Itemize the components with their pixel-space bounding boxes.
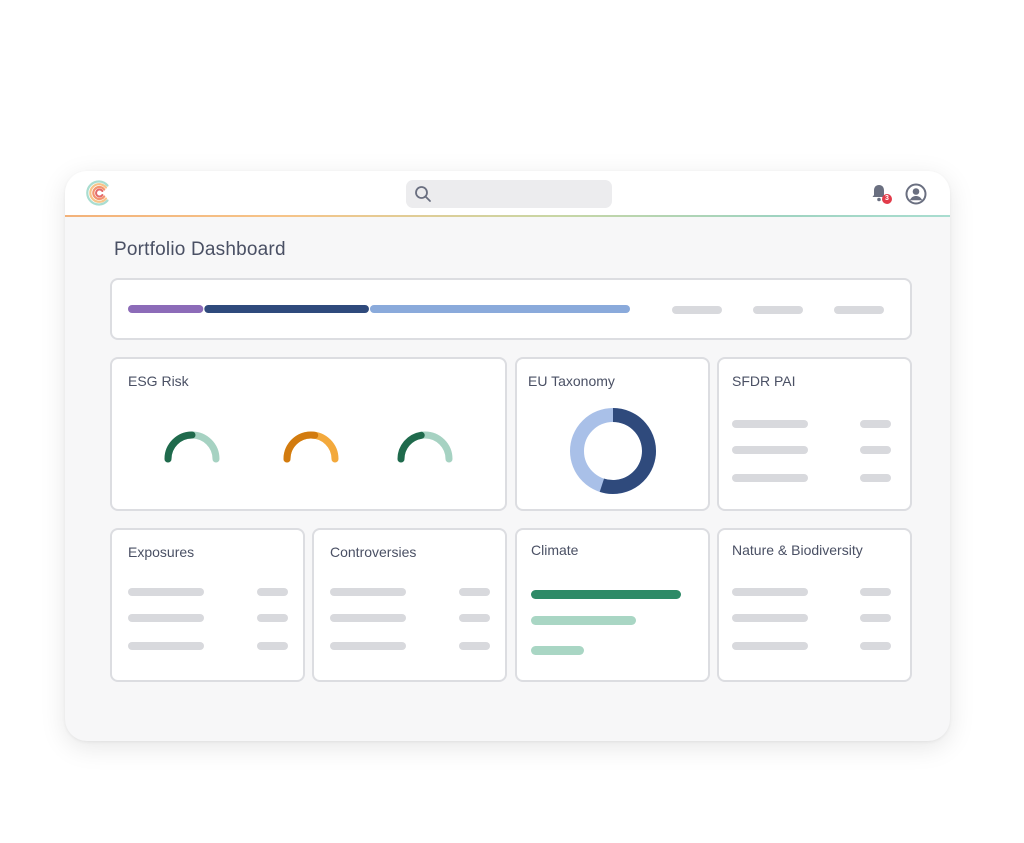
placeholder-value xyxy=(459,588,490,596)
allocation-segment xyxy=(204,305,369,313)
allocation-segment xyxy=(369,305,630,313)
climate-card[interactable]: Climate xyxy=(515,528,710,682)
sfdr-pai-card[interactable]: SFDR PAI xyxy=(717,357,912,511)
search-input[interactable] xyxy=(406,180,612,208)
placeholder-line xyxy=(128,588,204,596)
placeholder-value xyxy=(860,474,891,482)
placeholder-value xyxy=(860,588,891,596)
placeholder-value xyxy=(860,420,891,428)
allocation-bar xyxy=(128,305,630,313)
placeholder-line xyxy=(128,642,204,650)
donut-segment-primary xyxy=(599,408,656,494)
placeholder-value xyxy=(860,446,891,454)
placeholder-value xyxy=(257,614,288,622)
placeholder-pill xyxy=(753,306,803,314)
placeholder-value xyxy=(459,642,490,650)
nature-biodiversity-card[interactable]: Nature & Biodiversity xyxy=(717,528,912,682)
placeholder-line xyxy=(732,614,808,622)
gauge-fill xyxy=(397,431,425,463)
card-title: Nature & Biodiversity xyxy=(732,542,863,558)
card-title: Controversies xyxy=(330,544,417,560)
placeholder-value xyxy=(257,588,288,596)
gauge-fill xyxy=(283,431,319,463)
placeholder-value xyxy=(860,614,891,622)
placeholder-value xyxy=(257,642,288,650)
eu-taxonomy-card[interactable]: EU Taxonomy xyxy=(515,357,710,511)
climate-bar xyxy=(531,646,584,655)
climate-bar xyxy=(531,616,636,625)
gauge-fill xyxy=(164,431,196,463)
placeholder-line xyxy=(732,474,808,482)
placeholder-value xyxy=(860,642,891,650)
card-title: SFDR PAI xyxy=(732,373,796,389)
controversies-card[interactable]: Controversies xyxy=(312,528,507,682)
placeholder-line xyxy=(732,588,808,596)
placeholder-line xyxy=(128,614,204,622)
dashboard-window: 3 Portfolio Dashboard ESG Risk EU Taxono… xyxy=(65,171,950,741)
placeholder-line xyxy=(732,642,808,650)
placeholder-line xyxy=(330,614,406,622)
placeholder-pill xyxy=(672,306,722,314)
card-title: EU Taxonomy xyxy=(528,373,615,389)
allocation-segment xyxy=(128,305,204,313)
exposures-card[interactable]: Exposures xyxy=(110,528,305,682)
top-bar: 3 xyxy=(65,171,950,215)
placeholder-line xyxy=(330,588,406,596)
placeholder-line xyxy=(732,446,808,454)
search-icon xyxy=(415,186,431,202)
card-title: Exposures xyxy=(128,544,195,560)
portfolio-summary-card[interactable] xyxy=(110,278,912,340)
eu-taxonomy-donut-chart xyxy=(570,408,656,494)
page-title: Portfolio Dashboard xyxy=(114,239,286,260)
notifications-button[interactable]: 3 xyxy=(870,183,892,205)
header-divider xyxy=(65,215,950,217)
placeholder-value xyxy=(459,614,490,622)
placeholder-line xyxy=(732,420,808,428)
circular-c-logo-icon[interactable] xyxy=(85,179,113,207)
notification-count-badge: 3 xyxy=(882,194,892,204)
bell-icon xyxy=(872,185,886,202)
esg-gauges xyxy=(164,431,453,463)
card-title: ESG Risk xyxy=(128,373,189,389)
user-avatar-icon[interactable] xyxy=(905,183,927,205)
esg-risk-card[interactable]: ESG Risk xyxy=(110,357,507,511)
card-title: Climate xyxy=(531,542,579,558)
climate-bar xyxy=(531,590,681,599)
placeholder-line xyxy=(330,642,406,650)
placeholder-pill xyxy=(834,306,884,314)
